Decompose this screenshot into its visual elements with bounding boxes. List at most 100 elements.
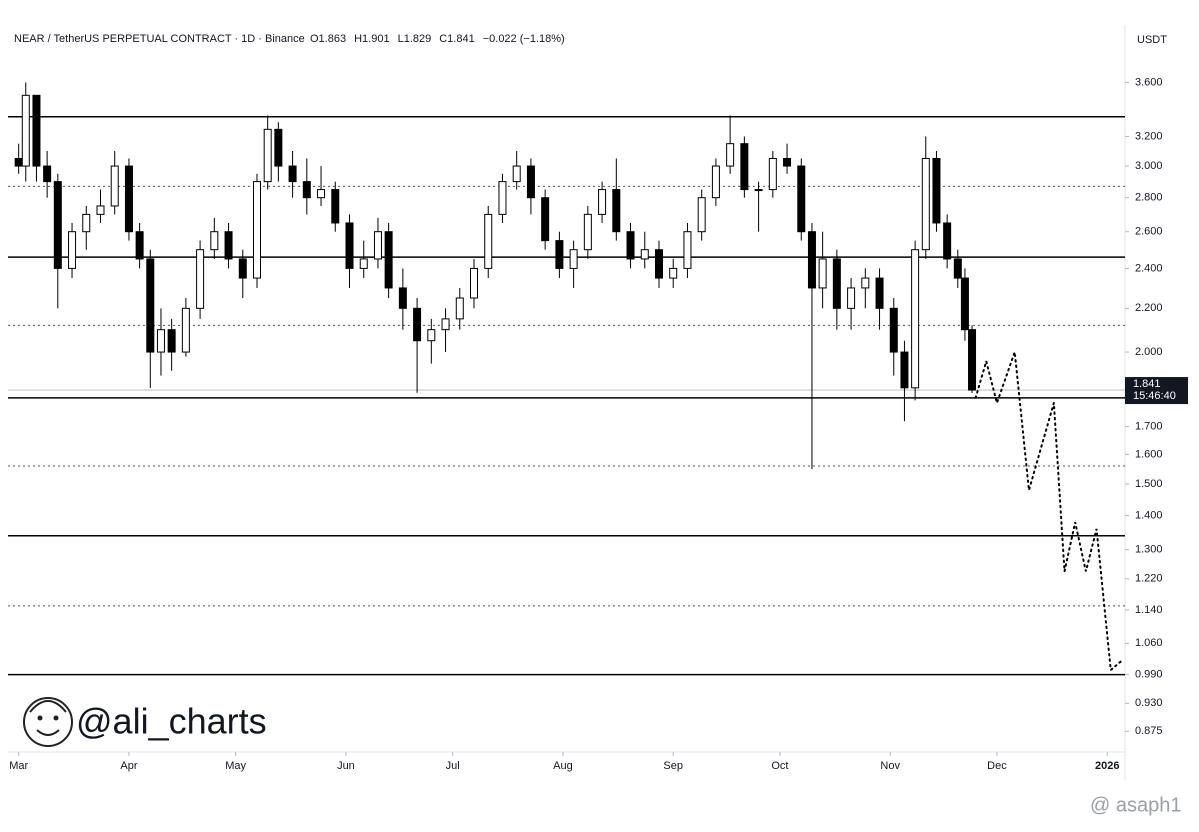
last-price-box: [1125, 377, 1188, 405]
y-tick-label: 0.990: [1135, 669, 1163, 681]
candle-body: [484, 213, 493, 269]
candle-body: [583, 213, 592, 251]
x-tick-label: 2026: [1095, 760, 1119, 772]
candle-body: [43, 165, 52, 183]
candle-body: [302, 181, 311, 199]
candle-body: [110, 165, 119, 207]
candle-body: [818, 258, 827, 289]
x-tick-label: Jun: [337, 760, 355, 772]
candle-body: [626, 231, 635, 260]
y-tick-label: 2.600: [1135, 226, 1163, 238]
x-tick-label: Apr: [120, 760, 137, 772]
candle-body: [455, 297, 464, 320]
y-tick-label: 2.800: [1135, 192, 1163, 204]
candle-body: [654, 249, 663, 279]
candle-body: [413, 307, 422, 342]
y-tick-label: 2.400: [1135, 262, 1163, 274]
candle-body: [288, 165, 297, 183]
candle-body: [943, 222, 952, 260]
candle-body: [598, 189, 607, 215]
candle-body: [921, 157, 930, 251]
x-tick-label: Dec: [987, 760, 1007, 772]
candle-body: [181, 307, 190, 353]
candle-body: [541, 197, 550, 242]
candle-body: [317, 189, 326, 199]
y-tick-label: 1.060: [1135, 637, 1163, 649]
credit: @ asaph1: [1090, 794, 1181, 816]
y-tick-label: 1.220: [1135, 573, 1163, 585]
y-tick-label: 1.500: [1135, 478, 1163, 490]
candle-body: [555, 240, 564, 269]
candle-body: [711, 165, 720, 199]
y-tick-label: 1.700: [1135, 421, 1163, 433]
candle-body: [783, 157, 792, 167]
x-tick-label: Oct: [771, 760, 788, 772]
candle-body: [210, 231, 219, 251]
y-tick-label: 3.200: [1135, 130, 1163, 142]
candle-body: [498, 181, 507, 215]
candle-body: [968, 329, 977, 391]
candle-body: [82, 213, 91, 233]
y-tick-label: 2.200: [1135, 302, 1163, 314]
candle-body: [740, 143, 749, 191]
x-tick-label: Sep: [663, 760, 683, 772]
candle-body: [167, 329, 176, 353]
candle-body: [640, 249, 649, 260]
avatar: [23, 697, 73, 747]
x-tick-label: Jul: [446, 760, 460, 772]
ohlc-header: O1.863 H1.901 L1.829 C1.841 −0.022 (−1.18%): [310, 33, 565, 45]
candle-body: [932, 157, 941, 224]
candle-body: [669, 267, 678, 279]
candle-body: [53, 181, 62, 269]
candle-body: [345, 222, 354, 269]
candle-body: [960, 277, 969, 331]
candle-body: [14, 157, 23, 167]
plot: [8, 82, 1125, 676]
candle-body: [373, 231, 382, 260]
candle-body: [953, 258, 962, 279]
candle-body: [470, 267, 479, 299]
x-tick-label: Mar: [9, 760, 28, 772]
candle-body: [683, 231, 692, 269]
candle-body: [797, 165, 806, 233]
candle-body: [238, 258, 247, 279]
candle-body: [253, 181, 262, 279]
x-tick-label: May: [225, 760, 246, 772]
ohlc-value: −0.022 (−1.18%): [483, 33, 565, 45]
candle-body: [768, 157, 777, 191]
chart-title: NEAR / TetherUS PERPETUAL CONTRACT · 1D …: [14, 33, 305, 45]
candle-body: [359, 258, 368, 269]
ohlc-value: C1.841: [439, 33, 474, 45]
currency: USDT: [1137, 34, 1167, 46]
candle-body: [427, 329, 436, 342]
candle-body: [21, 94, 30, 167]
candle-body: [441, 318, 450, 331]
candle-body: [512, 165, 521, 183]
x-tick-label: Aug: [553, 760, 573, 772]
y-tick-label: 0.875: [1135, 725, 1163, 737]
candle-body: [398, 287, 407, 309]
candle-body: [224, 231, 233, 260]
candle-body: [331, 189, 340, 224]
candle-body: [146, 258, 155, 353]
candle-body: [807, 231, 816, 289]
candle-body: [156, 329, 165, 353]
candle-body: [135, 231, 144, 260]
ohlc-value: L1.829: [398, 33, 432, 45]
candle-body: [754, 189, 763, 192]
candle-body: [96, 205, 105, 215]
candle-body: [697, 197, 706, 233]
candle-body: [68, 231, 77, 269]
countdown: 15:46:40: [1133, 390, 1176, 402]
candle-body: [726, 143, 735, 167]
candle-body: [196, 249, 205, 309]
y-tick-label: 3.000: [1135, 160, 1163, 172]
candle-body: [124, 165, 133, 233]
candle-body: [569, 249, 578, 269]
candle-body: [384, 231, 393, 289]
candle-body: [274, 128, 283, 167]
candle-body: [875, 277, 884, 309]
candle-body: [900, 351, 909, 389]
